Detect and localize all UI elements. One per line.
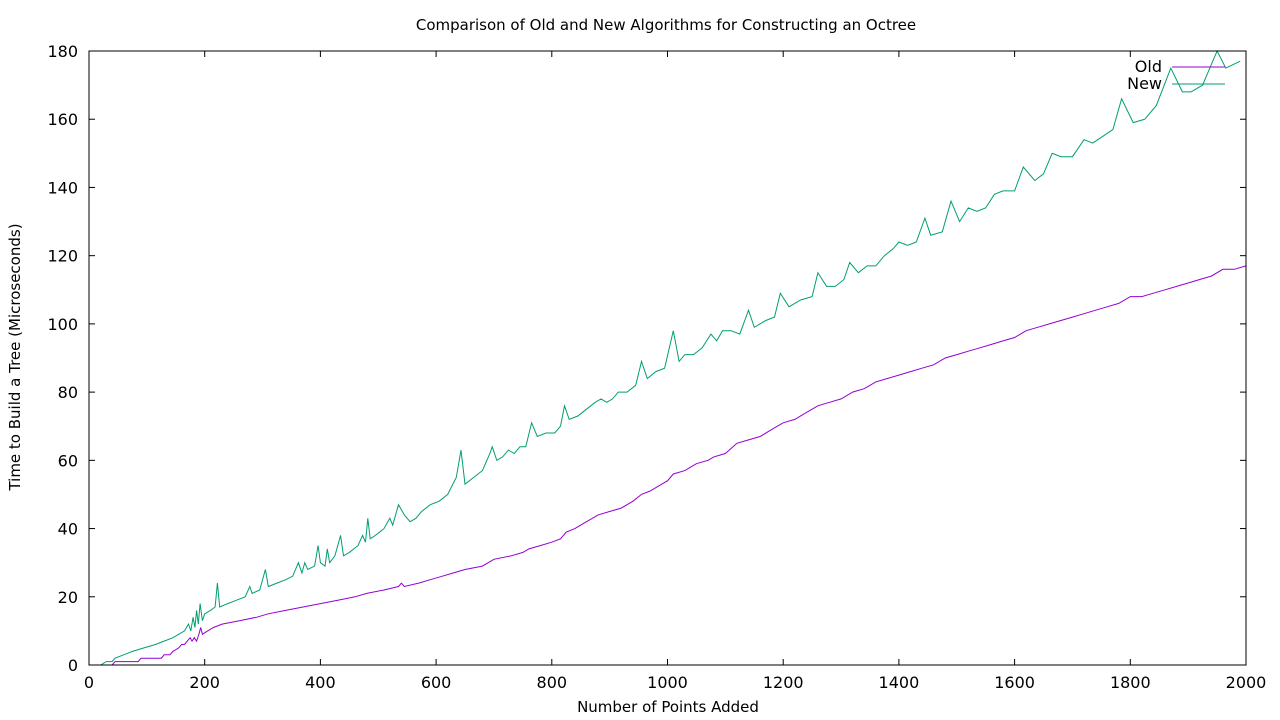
y-tick-label: 20 bbox=[58, 588, 78, 607]
x-tick-label: 1400 bbox=[879, 673, 920, 692]
chart-title: Comparison of Old and New Algorithms for… bbox=[416, 16, 916, 34]
series-layer bbox=[100, 49, 1247, 666]
x-tick-label: 1600 bbox=[994, 673, 1035, 692]
y-tick-label: 60 bbox=[58, 451, 78, 470]
y-axis-label: Time to Build a Tree (Microseconds) bbox=[6, 223, 24, 491]
legend-label-old: Old bbox=[1135, 57, 1162, 76]
y-tick-label: 180 bbox=[47, 42, 78, 61]
x-tick-label: 0 bbox=[84, 673, 94, 692]
y-tick-label: 160 bbox=[47, 110, 78, 129]
y-tick-label: 140 bbox=[47, 178, 78, 197]
legend-label-new: New bbox=[1127, 74, 1162, 93]
y-tick-label: 100 bbox=[47, 315, 78, 334]
x-tick-label: 1800 bbox=[1110, 673, 1151, 692]
x-tick-label: 1200 bbox=[763, 673, 804, 692]
x-tick-label: 400 bbox=[305, 673, 336, 692]
y-tick-label: 40 bbox=[58, 520, 78, 539]
series-line-old bbox=[111, 265, 1247, 666]
x-tick-label: 800 bbox=[537, 673, 568, 692]
plot-frame bbox=[88, 50, 1247, 666]
x-tick-label: 600 bbox=[421, 673, 452, 692]
x-tick-label: 1000 bbox=[647, 673, 688, 692]
y-tick-label: 0 bbox=[68, 656, 78, 675]
x-axis-label: Number of Points Added bbox=[577, 698, 759, 716]
x-tick-label: 2000 bbox=[1226, 673, 1267, 692]
y-tick-label: 80 bbox=[58, 383, 78, 402]
axis-ticks: 0 200 400 600 800 1000 1200 1400 1600 1800 2000 0 20… bbox=[47, 42, 1266, 692]
x-tick-label: 200 bbox=[189, 673, 220, 692]
series-line-new bbox=[100, 49, 1241, 666]
y-tick-label: 120 bbox=[47, 247, 78, 266]
